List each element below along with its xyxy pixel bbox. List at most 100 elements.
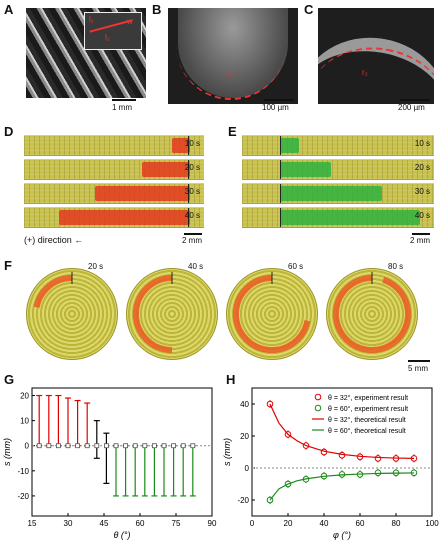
time-label: 20 s: [88, 262, 104, 271]
data-point: [123, 443, 128, 449]
spiral-disk: [326, 268, 418, 360]
time-label: 10 s: [184, 139, 200, 148]
scale-bar-c: [400, 99, 430, 101]
data-point: [46, 443, 52, 449]
flow-arc: [333, 275, 411, 353]
strip-d-2: 30 s: [24, 183, 204, 204]
data-point: [56, 443, 61, 449]
strip-e-3: 40 s: [242, 207, 434, 228]
x-tick-label: 40: [320, 519, 329, 528]
strips-e: 10 s 20 s 30 s 40 s: [242, 135, 434, 231]
start-marker: [280, 208, 282, 227]
direction-label: (+) direction ←: [24, 235, 84, 245]
data-point: [84, 443, 90, 449]
x-tick-label: 60: [136, 519, 145, 528]
chart-h: 0 20 40 60 80 100 -20 0 20 40 φ (°) s (mm) θ = 32°, …: [222, 387, 439, 540]
theory-line: [269, 472, 415, 501]
scale-bar-f: [408, 360, 430, 362]
x-tick-label: 15: [28, 519, 37, 528]
data-point: [180, 443, 186, 449]
sem-image-a: l₁ l₂ w: [26, 8, 146, 98]
inset-box: l₁ l₂ w: [84, 12, 142, 50]
time-label: 20 s: [184, 163, 200, 172]
x-tick-label: 80: [392, 519, 401, 528]
y-tick-label: -20: [17, 492, 29, 501]
time-label: 40 s: [414, 211, 430, 220]
panel-label-g: G: [4, 372, 15, 387]
strip-e-1: 20 s: [242, 159, 434, 180]
scale-text-d: 2 mm: [182, 236, 202, 245]
x-tick-label: 75: [172, 519, 181, 528]
strip-d-1: 20 s: [24, 159, 204, 180]
scale-bar-a: [112, 99, 136, 101]
y-tick-label: -20: [237, 496, 249, 505]
start-marker: [280, 160, 282, 179]
x-tick-label: 45: [100, 519, 109, 528]
x-axis-label: θ (°): [114, 530, 131, 540]
time-label: 40 s: [188, 262, 204, 271]
strips-d: 10 s 20 s 30 s 40 s: [24, 135, 204, 231]
scale-text-a: 1 mm: [112, 103, 132, 112]
plot-frame: [31, 387, 213, 517]
flow-fill: [172, 138, 190, 153]
time-label: 40 s: [184, 211, 200, 220]
panel-label-h: H: [226, 372, 236, 387]
legend-label: θ = 60°, experiment result: [328, 405, 408, 413]
data-point: [161, 443, 167, 449]
data-point: [374, 469, 382, 477]
inset-label-l2: l₂: [105, 33, 110, 42]
chart-g: 15 30 45 60 75 90 -20 -10 0 10 20 θ (°) s (mm): [2, 387, 217, 540]
y-tick-label: 20: [240, 432, 249, 441]
time-label: 80 s: [388, 262, 404, 271]
scale-text-e: 2 mm: [410, 236, 430, 245]
plot-frame: [251, 387, 433, 517]
data-point: [104, 443, 109, 449]
scale-bar-e: [412, 233, 430, 235]
strip-d-3: 40 s: [24, 207, 204, 228]
flow-fill: [280, 186, 382, 201]
flow-fill: [280, 138, 299, 153]
flow-fill: [58, 210, 190, 225]
y-tick-label: 10: [20, 417, 29, 426]
spiral-disk: [26, 268, 118, 360]
start-marker: [280, 184, 282, 203]
data-point: [132, 443, 138, 449]
flow-fill: [280, 162, 332, 177]
y-axis-label: s (mm): [2, 438, 12, 466]
x-axis-label: φ (°): [333, 530, 351, 540]
time-label: 10 s: [414, 139, 430, 148]
scale-bar-d: [184, 233, 202, 235]
start-marker: [187, 208, 189, 227]
sem-image-b: r₁: [168, 8, 298, 104]
inset-label-l1: l₁: [89, 15, 94, 24]
x-tick-label: 100: [425, 519, 439, 528]
data-point: [75, 443, 80, 449]
panel-label-c: C: [304, 2, 314, 17]
data-point: [142, 443, 148, 449]
legend-label: θ = 32°, theoretical result: [328, 416, 406, 424]
panel-label-b: B: [152, 2, 162, 17]
theory-line: [269, 403, 415, 459]
spiral-disk: [226, 268, 318, 360]
start-marker: [187, 184, 189, 203]
data-point: [94, 443, 100, 449]
data-point: [171, 443, 177, 449]
legend-label: θ = 32°, experiment result: [328, 394, 408, 402]
x-tick-label: 30: [64, 519, 73, 528]
time-label: 30 s: [414, 187, 430, 196]
legend-marker: [314, 393, 322, 401]
legend-marker: [314, 404, 322, 412]
strip-d-0: 10 s: [24, 135, 204, 156]
curve-label-r2: r₂: [362, 68, 368, 77]
y-axis-label: s (mm): [222, 438, 232, 466]
data-point: [190, 443, 196, 449]
start-marker: [280, 136, 282, 155]
time-label: 20 s: [414, 163, 430, 172]
time-label: 60 s: [288, 262, 304, 271]
data-point: [374, 455, 382, 462]
flow-arc: [33, 275, 73, 308]
legend-label: θ = 60°, theoretical result: [328, 427, 406, 435]
panel-label-a: A: [4, 2, 14, 17]
x-tick-label: 90: [208, 519, 217, 528]
inset-label-w: w: [127, 17, 133, 26]
